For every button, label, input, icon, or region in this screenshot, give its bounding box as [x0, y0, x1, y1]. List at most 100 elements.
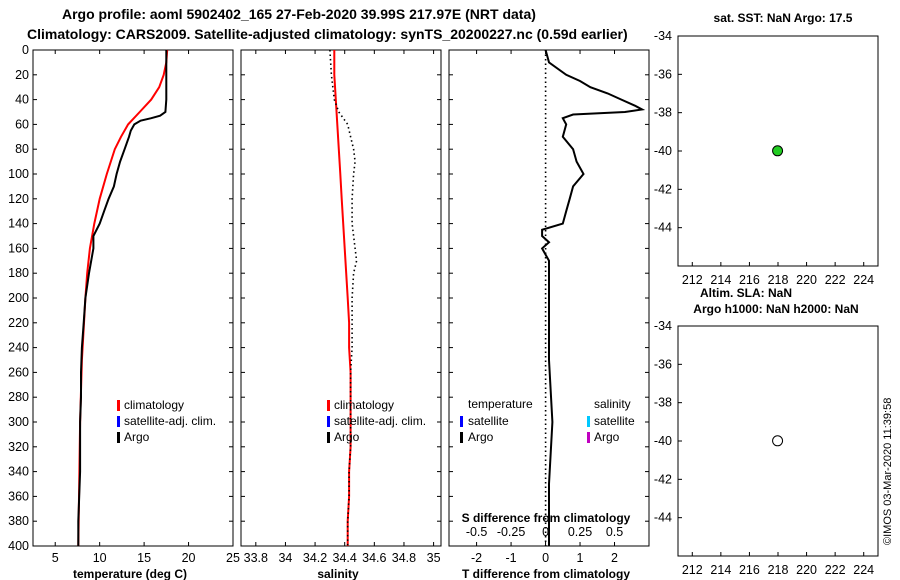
map-x-tick-label: 214	[710, 563, 731, 577]
x-tick-label: 2	[611, 551, 618, 565]
depth-tick-label: 280	[8, 390, 29, 404]
temperature-series	[77, 49, 169, 547]
map-x-tick-label: 216	[739, 273, 760, 287]
map-y-tick-label: -42	[654, 182, 672, 196]
difference-legend: temperature salinity satellite Argo sate…	[460, 397, 635, 444]
map-y-tick-label: -44	[654, 221, 672, 235]
depth-tick-label: 180	[8, 266, 29, 280]
x-tick-label: 25	[226, 551, 240, 565]
depth-tick-label: 20	[15, 68, 29, 82]
map-x-tick-label: 218	[768, 273, 789, 287]
depth-tick-label: 60	[15, 117, 29, 131]
argo-position-marker	[772, 435, 784, 447]
depth-tick-label: 140	[8, 217, 29, 231]
map-x-tick-label: 220	[796, 273, 817, 287]
sst-map-points	[772, 145, 784, 157]
x-tick-label: 15	[137, 551, 151, 565]
map-y-tick-label: -34	[654, 29, 672, 43]
legend-swatch-t-argo	[460, 432, 463, 443]
x-tick-label: 20	[182, 551, 196, 565]
s-tick-label: -0.5	[466, 525, 488, 539]
legend-swatch-satellite	[117, 416, 120, 427]
depth-tick-label: 320	[8, 440, 29, 454]
figure-title-line1: Argo profile: aoml 5902402_165 27-Feb-20…	[62, 6, 536, 22]
depth-tick-label: 100	[8, 167, 29, 181]
map-y-tick-label: -42	[654, 472, 672, 486]
depth-axis: 0 20 40 60 80 100 120 140 160 180 200 220 240 260 280 3…	[8, 43, 29, 553]
map-x-tick-label: 220	[796, 563, 817, 577]
depth-tick-label: 360	[8, 489, 29, 503]
legend-label-satellite: satellite-adj. clim.	[334, 414, 426, 428]
difference-panel: -2 -1 0 1 2-0.5 -0.25 0 0.25 0.5 S difference fr…	[448, 49, 650, 580]
series-line-argo-t-difference	[540, 49, 646, 546]
map-y-tick-label: -40	[654, 434, 672, 448]
salinity-axes-frame	[240, 49, 442, 547]
depth-tick-label: 400	[8, 539, 29, 553]
map-x-tick-label: 224	[853, 273, 874, 287]
salinity-series	[329, 49, 358, 546]
x-tick-label: -2	[471, 551, 482, 565]
sla-map-points	[772, 435, 784, 447]
map-x-tick-label: 224	[853, 563, 874, 577]
imos-timestamp-watermark: ©IMOS 03-Mar-2020 11:39:58	[882, 398, 894, 545]
legend-label-s-satellite: satellite	[594, 414, 635, 428]
depth-tick-label: 0	[22, 43, 29, 57]
map-y-tick-label: -38	[654, 396, 672, 410]
depth-tick-label: 300	[8, 415, 29, 429]
legend-label-t-argo: Argo	[468, 430, 494, 444]
salinity-legend: climatology satellite-adj. clim. Argo	[327, 398, 426, 444]
x-tick-label: 34.2	[303, 551, 327, 565]
legend-label-s-argo: Argo	[594, 430, 620, 444]
x-tick-label: 33.8	[244, 551, 268, 565]
argo-position-marker	[772, 145, 784, 157]
depth-tick-label: 80	[15, 142, 29, 156]
difference-x-axis: -2 -1 0 1 2-0.5 -0.25 0 0.25 0.5	[449, 49, 649, 565]
map-y-tick-label: -40	[654, 144, 672, 158]
depth-tick-label: 220	[8, 316, 29, 330]
x-tick-label: 0	[542, 551, 549, 565]
map-x-tick-label: 212	[682, 273, 703, 287]
salinity-panel: 33.8 34 34.2 34.4 34.6 34.8 35 salinity climat…	[240, 49, 442, 580]
x-tick-label: 5	[52, 551, 59, 565]
sst-map-title: sat. SST: NaN Argo: 17.5	[714, 11, 853, 25]
x-tick-label: 34	[278, 551, 292, 565]
x-tick-label: 34.4	[333, 551, 357, 565]
sla-map-panel: Altim. SLA: NaN Argo h1000: NaN h2000: N…	[654, 286, 879, 577]
figure-title-line2: Climatology: CARS2009. Satellite-adjuste…	[27, 26, 628, 42]
salinity-xlabel: salinity	[317, 567, 359, 580]
legend-swatch-argo	[117, 432, 120, 443]
temperature-legend: climatology satellite-adj. clim. Argo	[117, 398, 216, 444]
depth-tick-label: 240	[8, 341, 29, 355]
s-tick-label: 0.5	[606, 525, 623, 539]
map-x-tick-label: 222	[825, 273, 846, 287]
legend-swatch-satellite	[327, 416, 330, 427]
map-y-tick-label: -44	[654, 511, 672, 525]
sst-map-panel: sat. SST: NaN Argo: 17.5 212 214 216 218 220…	[654, 11, 879, 287]
x-tick-label: -1	[506, 551, 517, 565]
legend-label-t-satellite: satellite	[468, 414, 509, 428]
legend-header-salinity: salinity	[594, 397, 631, 411]
legend-label-argo: Argo	[334, 430, 360, 444]
depth-tick-label: 40	[15, 93, 29, 107]
legend-swatch-t-satellite	[460, 416, 463, 427]
sst-map-axes: 212 214 216 218 220 222 224 -34 -36 -38 -40 -42 -44	[654, 29, 874, 287]
legend-swatch-climatology	[117, 400, 120, 411]
s-tick-label: 0.25	[568, 525, 592, 539]
map-y-tick-label: -36	[654, 357, 672, 371]
sla-map-title-line1: Altim. SLA: NaN	[700, 286, 792, 300]
s-tick-label: -0.25	[497, 525, 526, 539]
temperature-panel: 0 20 40 60 80 100 120 140 160 180 200 220 240 260 280 3…	[8, 43, 240, 580]
legend-label-climatology: climatology	[334, 398, 394, 412]
map-y-tick-label: -38	[654, 106, 672, 120]
t-difference-xlabel: T difference from climatology	[462, 567, 630, 580]
map-x-tick-label: 212	[682, 563, 703, 577]
map-x-tick-label: 214	[710, 273, 731, 287]
difference-series	[540, 49, 646, 546]
s-difference-label: S difference from climatology	[462, 511, 631, 525]
legend-swatch-s-argo	[587, 432, 590, 443]
map-y-tick-label: -34	[654, 319, 672, 333]
salinity-x-axis: 33.8 34 34.2 34.4 34.6 34.8 35	[241, 49, 441, 565]
legend-label-climatology: climatology	[124, 398, 184, 412]
legend-header-temperature: temperature	[468, 397, 533, 411]
